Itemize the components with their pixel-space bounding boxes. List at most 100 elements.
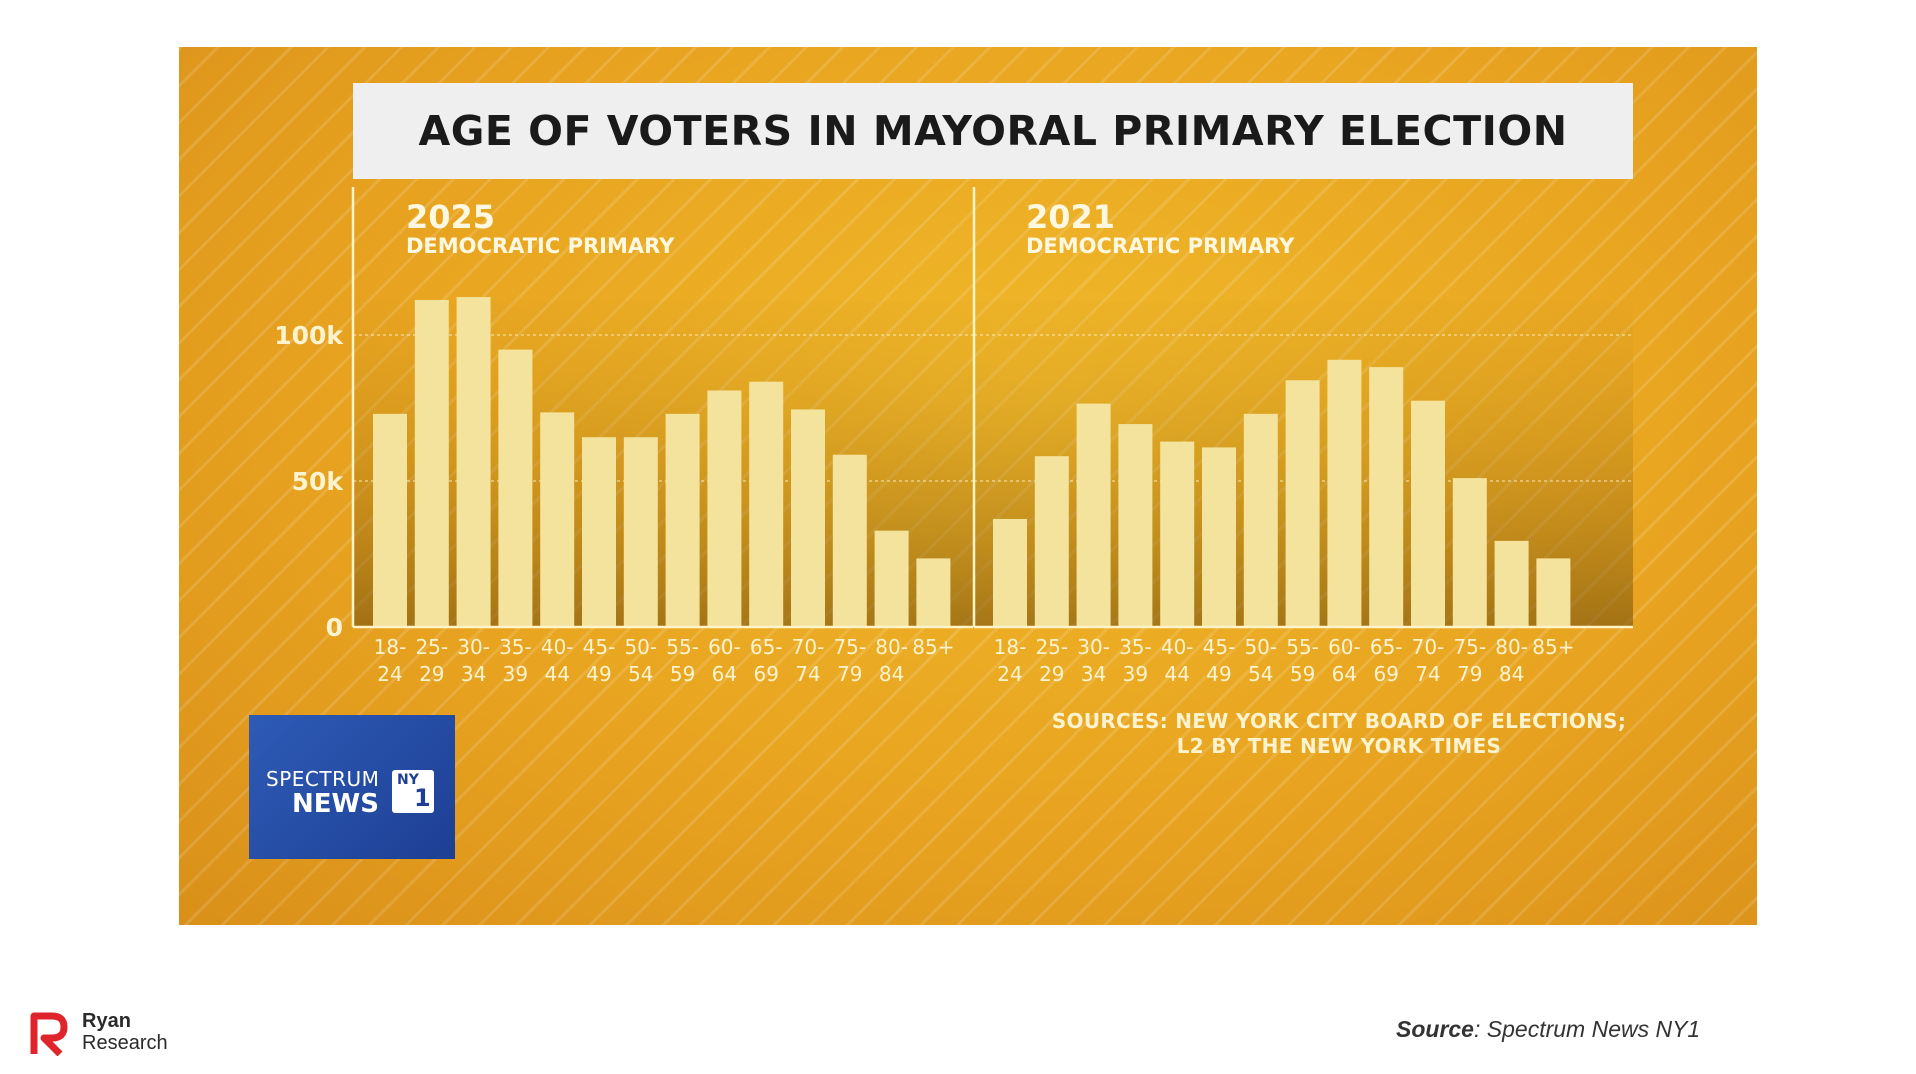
x-tick-label-2021-75-79-b: 79 bbox=[1457, 662, 1482, 686]
chart-panel: AGE OF VOTERS IN MAYORAL PRIMARY ELECTIO… bbox=[179, 47, 1757, 925]
bar-2025-50-54 bbox=[623, 437, 658, 627]
x-tick-label-2025-18-24-a: 18- bbox=[374, 635, 407, 659]
bar-charts: 0 50k 100k 18- 24 25- 29 30- 34 35- 39 40- 44 45- 49 50… bbox=[274, 187, 1633, 686]
footer-source-label: Source bbox=[1396, 1016, 1474, 1042]
bar-2025-40-44 bbox=[540, 412, 575, 627]
x-tick-label-2025-80-84-b: 84 bbox=[879, 662, 904, 686]
x-tick-label-2025-60-64-a: 60- bbox=[708, 635, 741, 659]
x-tick-label-2021-40-44-b: 44 bbox=[1164, 662, 1189, 686]
x-tick-label-2021-55-59-b: 59 bbox=[1290, 662, 1315, 686]
x-tick-label-2025-65-69-b: 69 bbox=[753, 662, 778, 686]
x-tick-label-2021-18-24-b: 24 bbox=[997, 662, 1022, 686]
x-tick-label-2025-18-24-b: 24 bbox=[377, 662, 402, 686]
x-tick-label-2025-80-84-a: 80- bbox=[875, 635, 908, 659]
bar-2021-85+ bbox=[1536, 558, 1571, 627]
bar-2025-45-49 bbox=[582, 437, 616, 627]
ny1-badge-ny: NY bbox=[397, 772, 419, 788]
brand-subtitle: Research bbox=[82, 1032, 168, 1054]
x-tick-label-2021-70-74-b: 74 bbox=[1415, 662, 1440, 686]
x-tick-label-2021-60-64-b: 64 bbox=[1332, 662, 1357, 686]
x-tick-label-2021-50-54-a: 50- bbox=[1244, 635, 1277, 659]
x-tick-label-2021-25-29-a: 25- bbox=[1035, 635, 1068, 659]
x-tick-label-2025-45-49-a: 45- bbox=[583, 635, 616, 659]
y-tick-label-2: 100k bbox=[274, 321, 344, 350]
x-tick-label-2025-30-34-b: 34 bbox=[461, 662, 486, 686]
bar-2021-70-74 bbox=[1411, 400, 1445, 627]
bar-2025-60-64 bbox=[707, 390, 742, 627]
bar-2025-30-34 bbox=[456, 297, 491, 627]
sources-line-2: L2 BY THE NEW YORK TIMES bbox=[1176, 734, 1502, 758]
x-tick-label-2025-35-39-b: 39 bbox=[503, 662, 528, 686]
x-tick-label-2021-85+-a: 85+ bbox=[1532, 635, 1574, 659]
x-tick-label-2021-60-64-a: 60- bbox=[1328, 635, 1361, 659]
spectrum-news-logo: SPECTRUM NEWS NY 1 bbox=[249, 715, 455, 859]
x-tick-label-2021-18-24-a: 18- bbox=[994, 635, 1027, 659]
x-tick-label-2025-60-64-b: 64 bbox=[712, 662, 737, 686]
panel-subtitle-2025: DEMOCRATIC PRIMARY bbox=[406, 234, 675, 258]
x-tick-label-2025-75-79-b: 79 bbox=[837, 662, 862, 686]
bar-2021-65-69 bbox=[1369, 367, 1404, 627]
chart-title: AGE OF VOTERS IN MAYORAL PRIMARY ELECTIO… bbox=[418, 107, 1568, 155]
x-tick-label-2025-65-69-a: 65- bbox=[750, 635, 783, 659]
y-tick-label-0: 0 bbox=[326, 613, 343, 642]
plot-area-2025 bbox=[353, 301, 973, 627]
bar-2025-25-29 bbox=[414, 299, 449, 627]
x-tick-label-2021-80-84-b: 84 bbox=[1499, 662, 1524, 686]
x-tick-label-2025-75-79-a: 75- bbox=[833, 635, 866, 659]
bar-2021-40-44 bbox=[1160, 441, 1195, 627]
x-tick-label-2021-40-44-a: 40- bbox=[1161, 635, 1194, 659]
sources-note: SOURCES: NEW YORK CITY BOARD OF ELECTION… bbox=[1039, 709, 1639, 759]
x-tick-label-2021-30-34-a: 30- bbox=[1077, 635, 1110, 659]
x-tick-label-2021-25-29-b: 29 bbox=[1039, 662, 1064, 686]
x-tick-label-2025-55-59-a: 55- bbox=[666, 635, 699, 659]
x-tick-label-2021-35-39-b: 39 bbox=[1123, 662, 1148, 686]
panel-title-2021: 2021 bbox=[1026, 198, 1115, 236]
bar-2021-25-29 bbox=[1034, 456, 1069, 627]
bar-2025-80-84 bbox=[874, 530, 909, 627]
x-tick-label-2025-70-74-a: 70- bbox=[792, 635, 825, 659]
x-tick-label-2025-25-29-b: 29 bbox=[419, 662, 444, 686]
logo-line-spectrum: SPECTRUM bbox=[266, 767, 380, 791]
x-tick-label-2025-70-74-b: 74 bbox=[795, 662, 820, 686]
footer-source-text: : Spectrum News NY1 bbox=[1473, 1016, 1701, 1042]
x-tick-label-2021-45-49-b: 49 bbox=[1206, 662, 1231, 686]
x-tick-label-2025-85+-a: 85+ bbox=[912, 635, 954, 659]
x-tick-label-2025-55-59-b: 59 bbox=[670, 662, 695, 686]
bar-2025-75-79 bbox=[832, 454, 867, 627]
y-tick-label-1: 50k bbox=[292, 467, 345, 496]
bar-2021-80-84 bbox=[1494, 540, 1529, 627]
x-tick-label-2025-50-54-a: 50- bbox=[624, 635, 657, 659]
ryan-research-logo-icon bbox=[30, 1012, 68, 1056]
x-tick-label-2021-75-79-a: 75- bbox=[1453, 635, 1486, 659]
brand-name: Ryan bbox=[82, 1010, 131, 1032]
bar-2021-60-64 bbox=[1327, 359, 1362, 627]
x-tick-label-2025-50-54-b: 54 bbox=[628, 662, 653, 686]
panel-title-2025: 2025 bbox=[406, 198, 495, 236]
x-tick-label-2025-40-44-b: 44 bbox=[544, 662, 569, 686]
bar-2021-45-49 bbox=[1202, 447, 1236, 627]
bar-2021-35-39 bbox=[1118, 424, 1153, 627]
bar-2021-50-54 bbox=[1243, 413, 1278, 627]
x-tick-label-2021-65-69-b: 69 bbox=[1373, 662, 1398, 686]
bar-2021-30-34 bbox=[1076, 403, 1111, 627]
bar-2021-18-24 bbox=[993, 518, 1027, 627]
bar-2021-55-59 bbox=[1285, 380, 1320, 627]
x-tick-label-2021-45-49-a: 45- bbox=[1203, 635, 1236, 659]
bar-2021-75-79 bbox=[1452, 478, 1487, 627]
ryan-research-brand: Ryan Research bbox=[30, 1010, 230, 1060]
x-tick-label-2025-35-39-a: 35- bbox=[499, 635, 532, 659]
x-tick-label-2021-30-34-b: 34 bbox=[1081, 662, 1106, 686]
bar-2025-65-69 bbox=[749, 381, 784, 627]
panel-subtitle-2021: DEMOCRATIC PRIMARY bbox=[1026, 234, 1295, 258]
x-tick-label-2021-80-84-a: 80- bbox=[1495, 635, 1528, 659]
bar-2025-70-74 bbox=[791, 409, 825, 627]
bar-2025-18-24 bbox=[373, 413, 407, 627]
footer-source: Source: Spectrum News NY1 bbox=[1396, 1016, 1700, 1043]
x-tick-label-2021-35-39-a: 35- bbox=[1119, 635, 1152, 659]
sources-line-1: SOURCES: NEW YORK CITY BOARD OF ELECTION… bbox=[1051, 709, 1627, 733]
logo-line-news: NEWS bbox=[292, 789, 379, 819]
x-tick-label-2021-55-59-a: 55- bbox=[1286, 635, 1319, 659]
bar-2025-35-39 bbox=[498, 349, 533, 627]
bar-2025-85+ bbox=[916, 558, 951, 627]
x-tick-label-2025-40-44-a: 40- bbox=[541, 635, 574, 659]
